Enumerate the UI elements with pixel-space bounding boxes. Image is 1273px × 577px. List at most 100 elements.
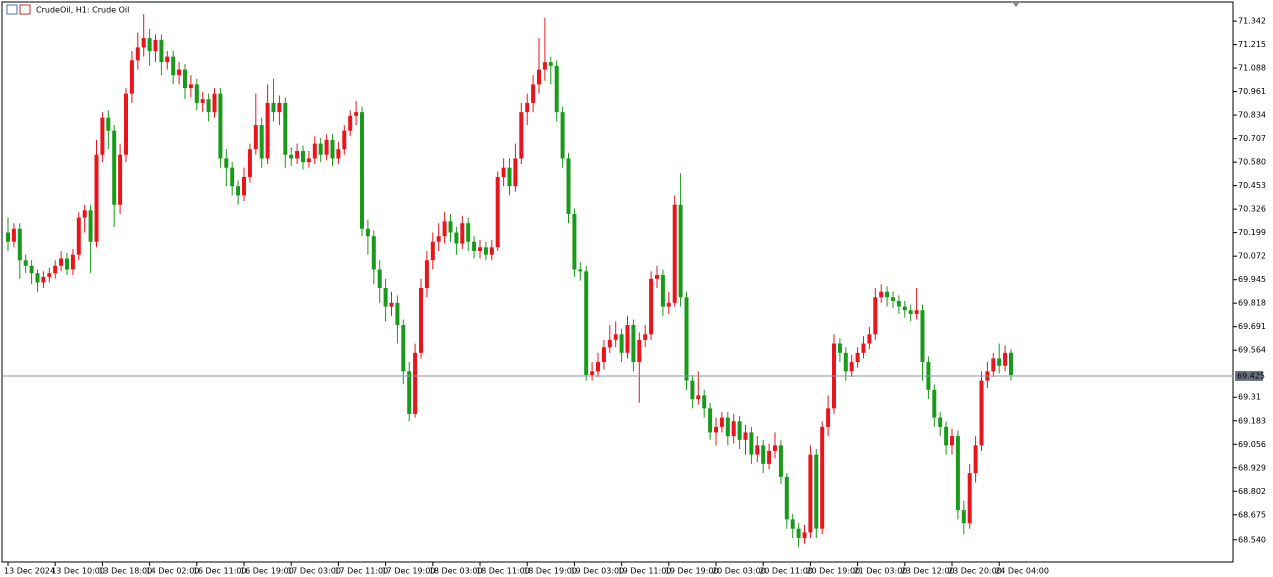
candle-body: [531, 84, 536, 103]
candle-body: [188, 84, 193, 89]
candle-body: [472, 241, 477, 251]
price-label: 69.425: [1237, 371, 1265, 380]
candle-body: [519, 112, 524, 159]
x-tick-label: 13 Dec 18:00: [98, 567, 152, 576]
candle-body: [183, 69, 187, 89]
candle-body: [714, 426, 718, 433]
y-tick-label: 69.183: [1238, 416, 1266, 425]
x-tick-label: 24 Dec 04:00: [995, 567, 1049, 576]
x-tick-label: 18 Dec 11:00: [476, 567, 530, 576]
candle-body: [997, 358, 1002, 366]
candle-body: [159, 39, 164, 63]
candle-body: [643, 334, 648, 340]
y-tick-label: 68.929: [1238, 463, 1266, 472]
y-tick-label: 71.088: [1238, 64, 1266, 73]
candle-body: [572, 213, 577, 270]
candle-body: [401, 325, 406, 372]
candle-body: [501, 167, 506, 177]
candle-body: [601, 347, 606, 363]
candle-body: [967, 473, 972, 524]
candle-body: [702, 395, 707, 409]
candle-body: [584, 271, 589, 376]
candle-body: [29, 265, 34, 274]
candle-body: [224, 158, 229, 168]
candle-body: [171, 56, 176, 76]
candle-body: [141, 38, 146, 48]
candle-body: [867, 334, 872, 344]
candle-body: [666, 302, 671, 307]
header-icon: [6, 4, 18, 15]
candle-body: [891, 297, 895, 301]
y-tick-label: 68.540: [1238, 535, 1266, 544]
y-tick-label: 70.199: [1238, 228, 1266, 237]
candle-body: [749, 432, 754, 455]
candle-body: [265, 102, 270, 159]
candle-body: [725, 417, 730, 437]
candle-body: [76, 217, 81, 255]
candle-body: [135, 47, 140, 61]
candle-body: [938, 417, 943, 427]
candle-body: [537, 69, 541, 85]
candle-body: [442, 221, 447, 237]
plot-frame: [1, 1, 1234, 563]
y-tick-label: 69.818: [1238, 299, 1266, 308]
candle-body: [802, 532, 807, 538]
candle-body: [336, 149, 341, 159]
candle-body: [118, 154, 123, 205]
candle-body: [861, 343, 866, 353]
candle-body: [696, 395, 701, 400]
candle-body: [289, 154, 294, 159]
candle-body: [371, 236, 376, 270]
candle-body: [814, 454, 819, 529]
candle-body: [177, 69, 182, 76]
candle-body: [448, 221, 453, 233]
candle-body: [961, 510, 966, 524]
x-tick-label: 18 Dec 03:00: [429, 567, 483, 576]
candle-body: [59, 258, 64, 266]
candle-body: [955, 436, 960, 511]
candle-body: [354, 112, 359, 116]
candle-body: [690, 380, 695, 400]
candle-body: [395, 302, 400, 326]
candle-body: [6, 232, 10, 242]
candle-body: [301, 151, 305, 163]
x-tick-label: 17 Dec 19:00: [382, 567, 436, 576]
candle-body: [950, 436, 954, 446]
y-tick-label: 71.215: [1238, 40, 1266, 49]
x-tick-label: 19 Dec 19:00: [665, 567, 719, 576]
candle-body: [312, 143, 317, 159]
candle-body: [784, 476, 789, 520]
chart-title: CrudeOil, H1: Crude Oil: [36, 6, 129, 15]
candle-body: [1003, 352, 1008, 366]
candle-body: [306, 158, 311, 163]
candle-body: [731, 421, 736, 437]
candle-body: [678, 204, 683, 298]
candle-body: [672, 204, 677, 303]
x-tick-label: 20 Dec 11:00: [759, 567, 813, 576]
candle-body: [348, 115, 353, 131]
x-tick-label: 14 Dec 02:00: [146, 567, 200, 576]
candle-body: [637, 339, 642, 363]
candle-body: [242, 176, 246, 196]
y-tick-label: 70.834: [1238, 111, 1266, 120]
y-tick-label: 70.326: [1238, 205, 1266, 214]
y-tick-label: 70.453: [1238, 181, 1266, 190]
candle-body: [495, 176, 500, 248]
candle-body: [507, 167, 512, 187]
candle-body: [737, 421, 742, 440]
candle-body: [719, 417, 724, 427]
candle-body: [808, 454, 813, 533]
candle-body: [478, 247, 482, 251]
candle-body: [755, 445, 760, 455]
candle-body: [796, 528, 801, 538]
x-tick-label: 18 Dec 19:00: [523, 567, 577, 576]
y-tick-label: 70.961: [1238, 87, 1266, 96]
y-tick-label: 69.31: [1238, 393, 1261, 402]
candle-body: [625, 325, 630, 353]
candle-body: [360, 112, 364, 229]
candle-body: [820, 426, 825, 529]
y-tick-label: 69.945: [1238, 275, 1266, 284]
y-tick-label: 69.691: [1238, 322, 1266, 331]
